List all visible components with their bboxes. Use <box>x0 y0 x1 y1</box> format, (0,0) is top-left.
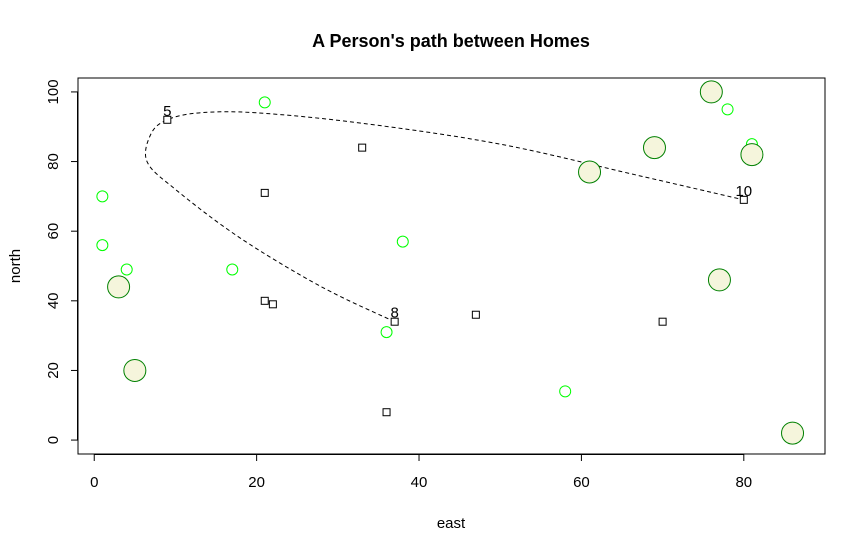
y-tick-label: 60 <box>45 223 62 240</box>
y-axis-label: north <box>7 249 24 283</box>
travel-path <box>144 111 744 323</box>
x-tick-label: 20 <box>248 474 265 491</box>
large-circle-point <box>707 268 731 292</box>
y-tick-label: 80 <box>45 153 62 170</box>
plot-frame <box>77 77 826 455</box>
small-circle-point <box>96 190 109 203</box>
path-layer <box>144 111 744 323</box>
small-circle-point <box>226 263 239 276</box>
small-circle-point <box>721 103 734 116</box>
large-circle-point <box>123 358 147 382</box>
point-number-label: 8 <box>390 305 398 322</box>
x-tick-label: 0 <box>90 474 98 491</box>
square-point <box>739 195 748 204</box>
chart-title: A Person's path between Homes <box>312 31 590 51</box>
large-circle-point <box>578 160 602 184</box>
small-circle-point <box>258 96 271 109</box>
small-circle-point <box>96 239 109 252</box>
square-point <box>163 115 172 124</box>
small-circle-point <box>396 235 409 248</box>
x-tick-label: 40 <box>411 474 428 491</box>
y-tick-label: 100 <box>45 79 62 104</box>
square-point <box>358 143 367 152</box>
square-point <box>382 408 391 417</box>
x-tick-label: 60 <box>573 474 590 491</box>
square-point <box>471 310 480 319</box>
small-circle-point <box>120 263 133 276</box>
point-number-label: 5 <box>163 103 171 120</box>
square-point <box>658 317 667 326</box>
points-layer <box>96 80 805 445</box>
x-axis: 0 20 40 60 80 <box>90 454 752 491</box>
point-number-label: 10 <box>735 183 752 200</box>
large-circle-point <box>699 80 723 104</box>
y-tick-label: 40 <box>45 292 62 309</box>
y-tick-label: 20 <box>45 362 62 379</box>
large-circle-point <box>107 275 131 299</box>
small-circle-point <box>380 326 393 339</box>
square-point <box>268 300 277 309</box>
square-point <box>260 296 269 305</box>
large-circle-point <box>781 421 805 445</box>
large-circle-point <box>740 143 764 167</box>
square-point <box>260 188 269 197</box>
square-point <box>390 317 399 326</box>
large-circle-point <box>642 136 666 160</box>
y-axis: 0 20 40 60 80 100 <box>45 79 78 444</box>
y-tick-label: 0 <box>45 436 62 444</box>
x-tick-label: 80 <box>735 474 752 491</box>
labels-layer: 5 8 10 <box>163 103 752 322</box>
x-axis-label: east <box>437 515 466 532</box>
small-circle-point <box>559 385 572 398</box>
